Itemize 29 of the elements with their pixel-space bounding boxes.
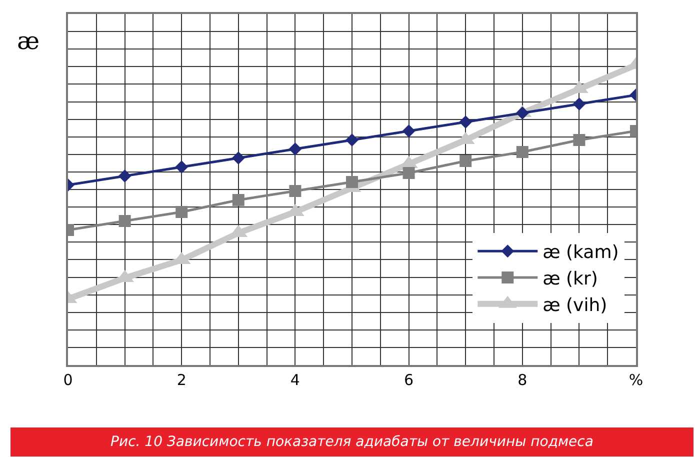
point xyxy=(346,176,358,188)
legend-label: æ (vih) xyxy=(542,294,608,316)
x-tick-label: 6 xyxy=(404,371,414,389)
point xyxy=(232,194,244,206)
point xyxy=(572,98,586,110)
point xyxy=(288,142,302,156)
x-tick-label: % xyxy=(628,371,644,389)
x-tick-label: 4 xyxy=(290,371,300,389)
text: Рис. 10 Зависимость показателя адиабаты от величины подмеса xyxy=(110,434,594,450)
point xyxy=(289,185,302,197)
point xyxy=(118,215,131,227)
point xyxy=(402,167,415,179)
point xyxy=(232,152,245,164)
legend-label: æ (kr) xyxy=(542,268,598,290)
x-tick-label: 0 xyxy=(63,371,73,389)
point xyxy=(460,155,472,167)
point xyxy=(573,134,586,146)
point xyxy=(402,124,416,138)
point xyxy=(346,134,358,146)
point xyxy=(175,160,188,174)
y-axis-title: æ xyxy=(17,27,40,55)
x-tick-label: 8 xyxy=(518,371,528,389)
x-tick-label: 2 xyxy=(176,371,186,389)
point xyxy=(459,116,472,128)
point xyxy=(176,206,188,218)
legend-label: æ (kam) xyxy=(542,242,619,264)
point xyxy=(118,170,132,182)
point xyxy=(516,106,529,120)
point xyxy=(516,146,528,158)
